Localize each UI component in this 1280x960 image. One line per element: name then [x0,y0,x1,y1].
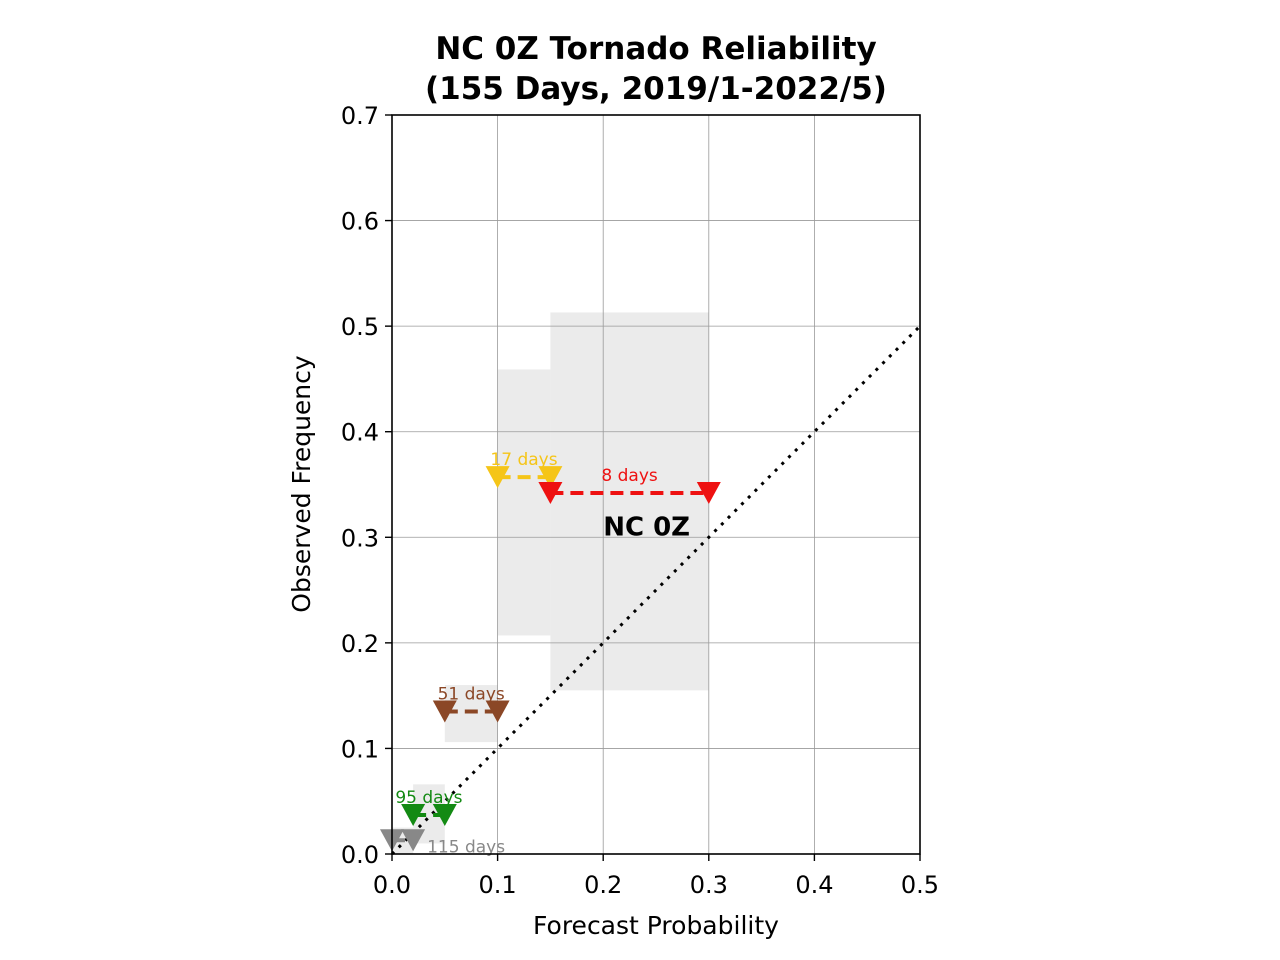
tick-layer: 0.0 0.1 0.2 0.3 0.4 0.5 0.0 0.1 0.2 0.3 0.4 0.5 0.6 0… [341,102,939,899]
bin-count-label: 115 days [427,837,505,857]
marker-high-0 [401,829,426,852]
chart-title: NC 0Z Tornado Reliability (155 Days, 201… [425,31,887,107]
bin-count-label: 51 days [438,684,505,704]
x-axis-label: Forecast Probability [533,911,779,940]
region-annotation: NC 0Z [603,513,690,543]
y-axis-label: Observed Frequency [287,355,316,613]
title-line-1: NC 0Z Tornado Reliability [435,31,876,67]
marker-low-3 [485,466,510,489]
marker-high-2 [485,700,510,723]
y-tick-label: 0.5 [341,313,379,341]
grid-layer [392,115,920,854]
ci-box-2 [444,685,498,743]
y-tick-label: 0.6 [341,208,379,236]
y-tick-label: 0.1 [341,735,379,763]
confidence-interval-layer [392,312,709,854]
x-tick-label: 0.2 [584,871,622,899]
marker-high-3 [538,466,563,489]
y-tick-label: 0.4 [341,419,379,447]
plot-frame [391,114,921,855]
x-tick-label: 0.3 [690,871,728,899]
ci-box-3 [497,369,551,636]
x-tick-label: 0.4 [795,871,833,899]
bin-count-label: 17 days [490,450,557,470]
x-tick-label: 0.1 [479,871,517,899]
marker-high-4 [696,481,721,504]
x-tick-label: 0.0 [373,871,411,899]
x-tick-label: 0.5 [901,871,939,899]
y-tick-label: 0.2 [341,630,379,658]
marker-low-4 [538,481,563,504]
y-tick-label: 0.7 [341,102,379,130]
y-tick-label: 0.3 [341,524,379,552]
point-label-layer: 115 days 95 days 51 days 17 days 8 days [395,450,658,857]
perfect-reliability-line [390,325,922,856]
bin-count-label: 95 days [395,788,462,808]
bin-count-label: 8 days [601,466,657,486]
ci-box-4 [550,312,709,691]
series-layer [380,466,721,852]
title-line-2: (155 Days, 2019/1-2022/5) [425,71,887,107]
marker-low-2 [432,700,457,723]
marker-high-1 [432,803,457,826]
diagonal-layer [390,325,922,856]
y-tick-label: 0.0 [341,841,379,869]
marker-low-1 [401,803,426,826]
